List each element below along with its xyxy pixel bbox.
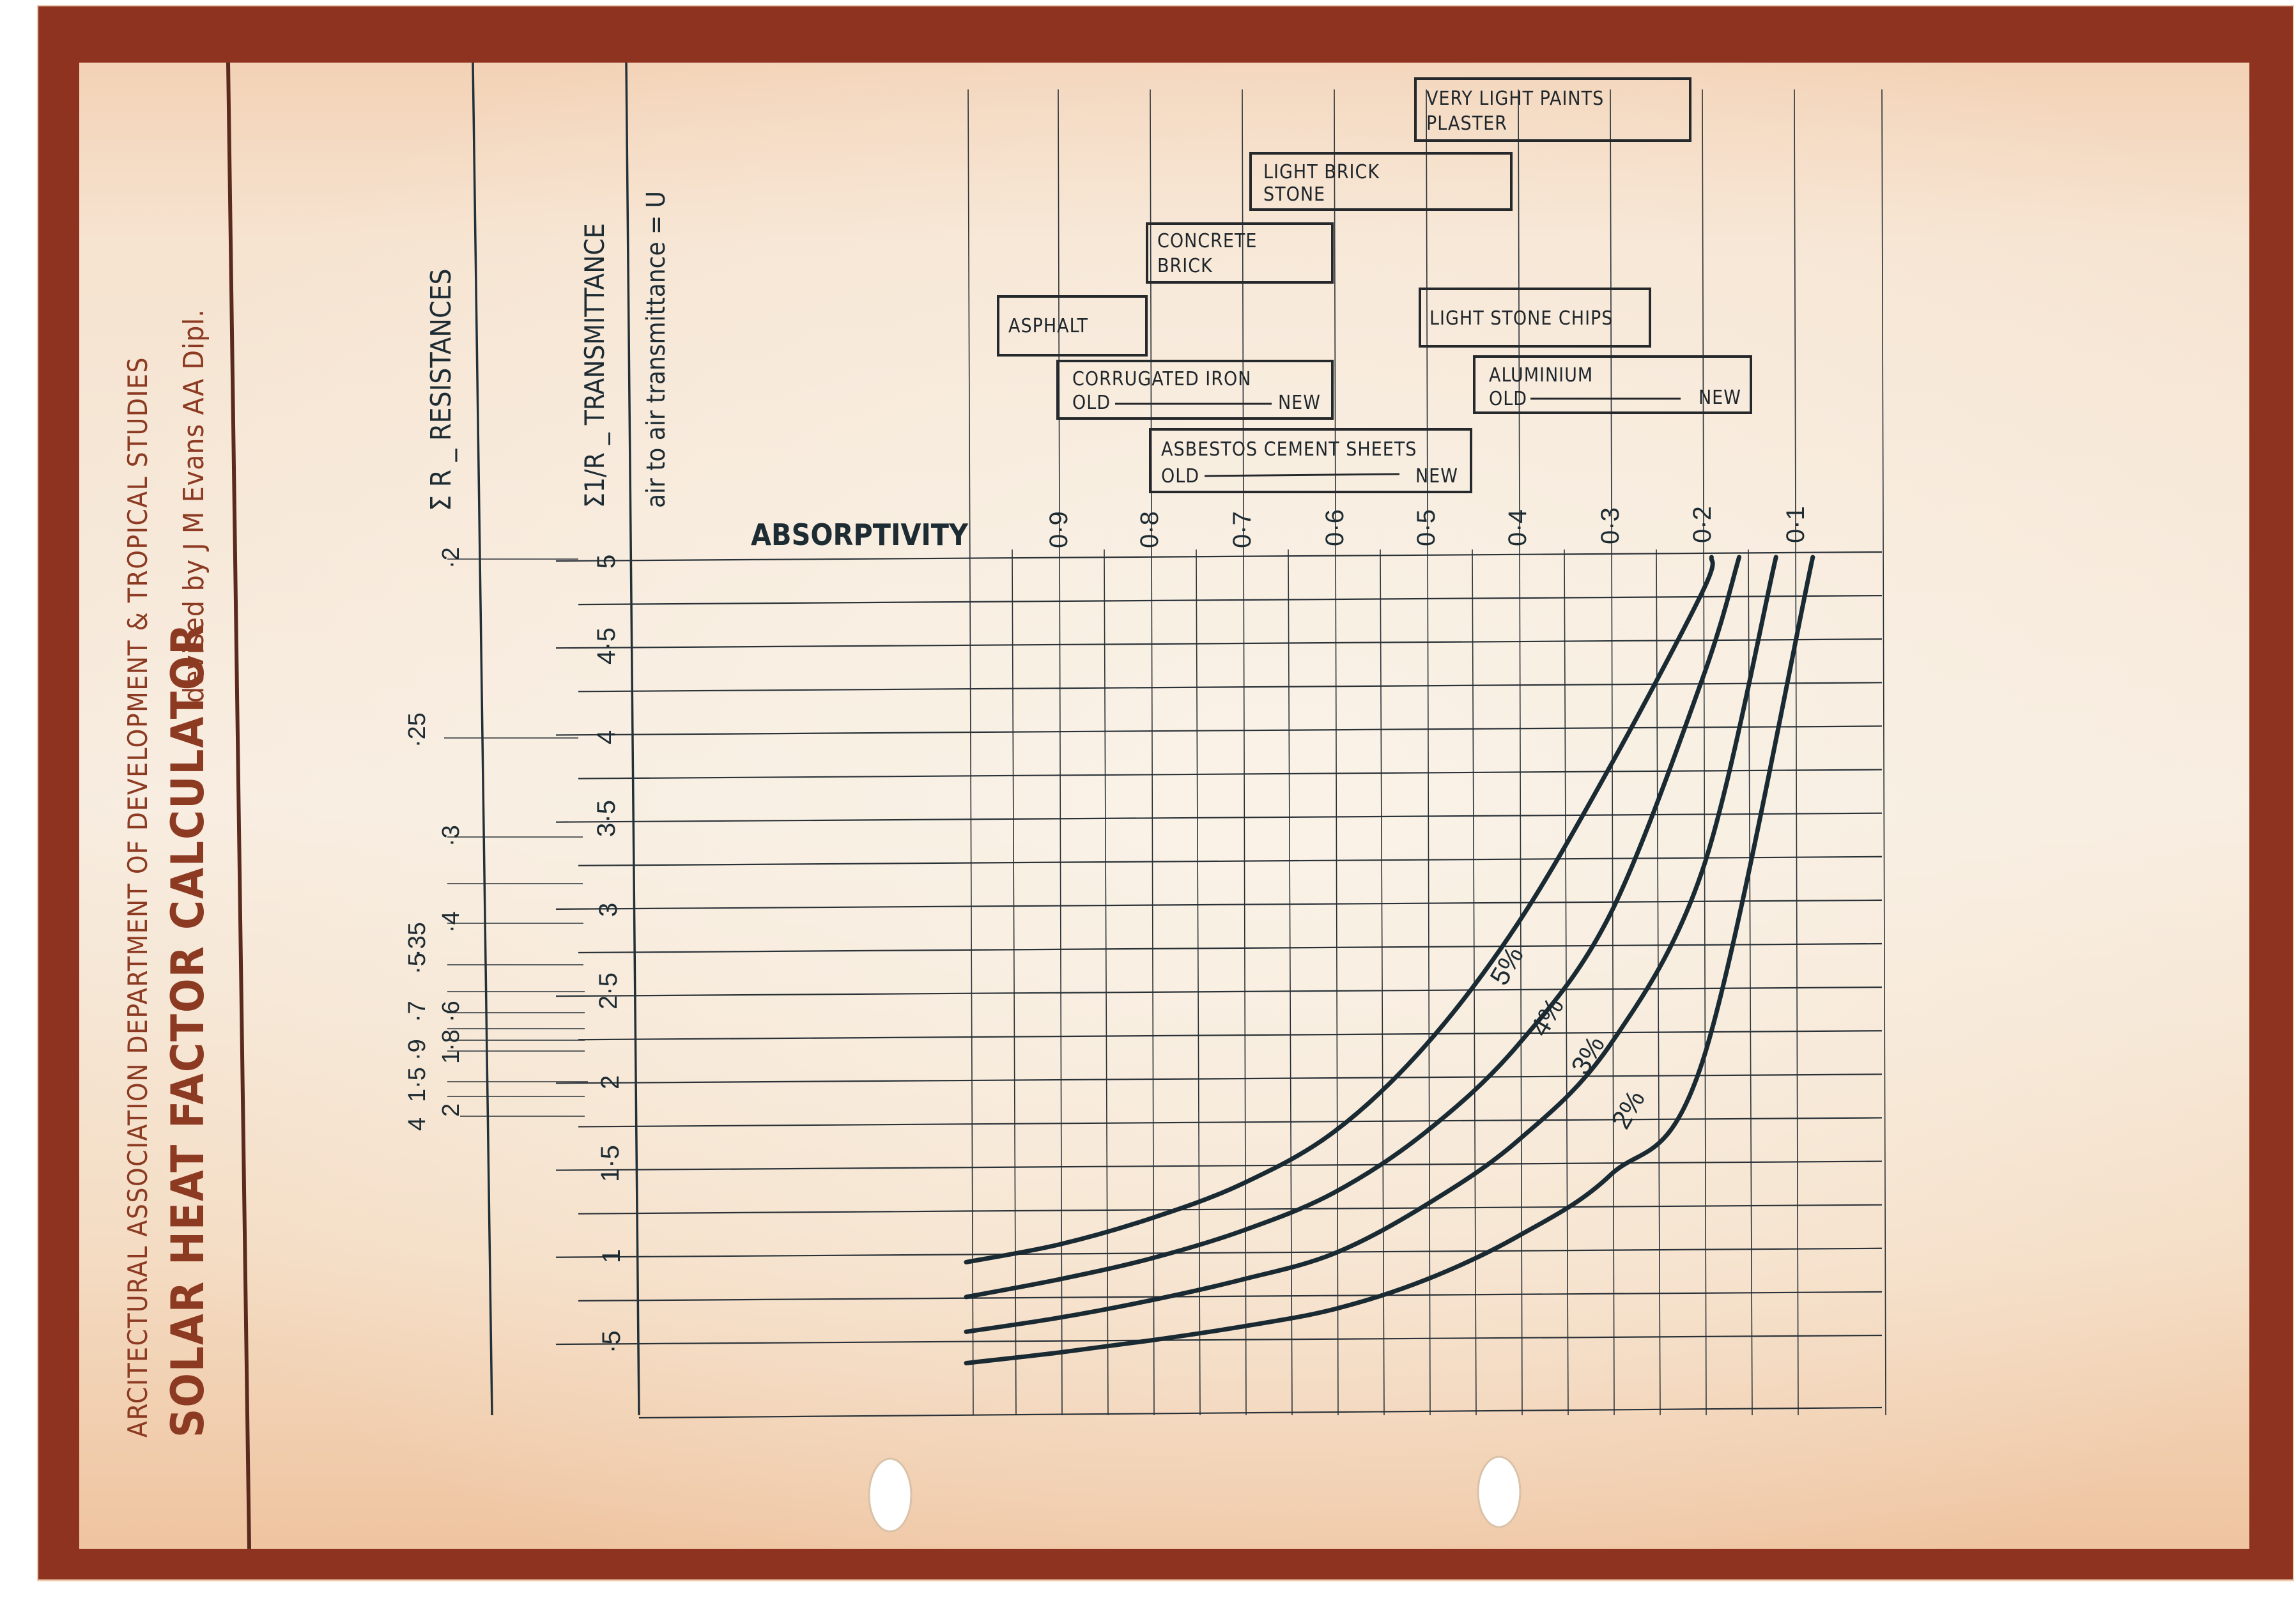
material-box-aluminium: ALUMINIUM OLD NEW <box>1473 355 1752 414</box>
r-tick-label: ·4 <box>438 911 465 933</box>
r-tick-label: 4 <box>404 1117 431 1131</box>
u-tick-label: 1·5 <box>596 1145 624 1182</box>
absorptivity-tick-label: 0·3 <box>1596 507 1624 544</box>
svg-text:STONE: STONE <box>1263 183 1325 206</box>
material-box-light-brick: LIGHT BRICK STONE <box>1249 152 1513 211</box>
material-box-asbestos-cement: ASBESTOS CEMENT SHEETS OLD NEW <box>1149 428 1472 493</box>
material-box-light-stone-chips: LIGHT STONE CHIPS <box>1419 288 1651 348</box>
u-tick-label: ·5 <box>597 1330 626 1353</box>
r-tick-label: ·2 <box>438 547 465 569</box>
transmittance-axis: Σ1/R _ TRANSMITTANCE air to air transmit… <box>579 62 671 1416</box>
u-ticks: 5 4·5 4 3·5 3 2·5 2 1·5 1 ·5 <box>592 555 626 1353</box>
absorptivity-tick-label: 0·1 <box>1782 506 1810 543</box>
absorptivity-tick-label: 0·7 <box>1228 511 1256 548</box>
svg-text:OLD: OLD <box>1072 392 1111 414</box>
r-tick-label: ·6 <box>438 1001 465 1022</box>
absorptivity-tick-label: 0·2 <box>1688 506 1716 543</box>
svg-text:LIGHT BRICK: LIGHT BRICK <box>1263 161 1380 183</box>
u-tick-label: 3 <box>594 903 622 917</box>
u-tick-label: 1 <box>597 1249 626 1263</box>
transmittance-sublabel: air to air transmittance = U <box>642 191 671 508</box>
u-tick-label: 4·5 <box>592 627 620 664</box>
absorptivity-tick-label: 0·6 <box>1321 509 1349 546</box>
card-paper <box>37 5 2294 1581</box>
title-divider <box>226 62 251 1549</box>
institution-text: ARCITECTURAL ASSOCIATION DEPARTMENT OF D… <box>122 357 153 1438</box>
absorptivity-tick-label: 0·8 <box>1136 511 1164 548</box>
curve-5pct <box>964 555 1715 1264</box>
absorptivity-tick-label: 0·4 <box>1504 509 1532 546</box>
r-tick-label: ·3 <box>438 825 465 847</box>
r-tick-label: ·7 <box>404 1001 431 1022</box>
svg-text:OLD: OLD <box>1489 388 1527 410</box>
r-tick-label: ·25 <box>404 712 431 748</box>
u-tick-label: 3·5 <box>592 800 620 837</box>
curve-2pct <box>964 555 1815 1365</box>
punch-hole-right <box>1477 1455 1522 1528</box>
u-tick-label: 2·5 <box>594 972 622 1010</box>
absorptivity-tick-label: 0·5 <box>1412 509 1440 546</box>
r-tick-label: ·5 <box>404 953 431 974</box>
r-tick-label: ·35 <box>404 922 431 957</box>
svg-text:ASPHALT: ASPHALT <box>1008 315 1088 337</box>
chart-grid <box>555 89 1886 1419</box>
r-tick-label: ·8 <box>438 1029 465 1051</box>
punch-holes <box>868 1455 1522 1533</box>
u-tick-label: 5 <box>592 555 620 569</box>
r-tick-label: 1·5 <box>404 1067 431 1102</box>
curve-4pct <box>964 555 1742 1300</box>
percentage-curves <box>964 555 1815 1365</box>
svg-text:LIGHT STONE CHIPS: LIGHT STONE CHIPS <box>1429 307 1613 330</box>
svg-text:NEW: NEW <box>1278 392 1321 414</box>
material-box-very-light-paints: VERY LIGHT PAINTS PLASTER <box>1414 77 1691 142</box>
svg-text:CORRUGATED IRON: CORRUGATED IRON <box>1072 368 1251 390</box>
svg-text:NEW: NEW <box>1699 387 1741 409</box>
svg-text:BRICK: BRICK <box>1157 255 1213 277</box>
r-tick-label: 2 <box>438 1103 465 1117</box>
svg-text:ALUMINIUM: ALUMINIUM <box>1489 364 1593 387</box>
calculator-title: SOLAR HEAT FACTOR CALCULATOR <box>162 622 214 1438</box>
transmittance-label: Σ1/R _ TRANSMITTANCE <box>579 223 610 508</box>
u-tick-label: 4 <box>592 730 620 744</box>
svg-text:NEW: NEW <box>1415 465 1458 488</box>
author-text: devised by J M Evans AA Dipl. <box>178 309 210 703</box>
u-tick-label: 2 <box>596 1075 624 1089</box>
punch-hole-left <box>868 1457 913 1533</box>
material-box-asphalt: ASPHALT <box>997 295 1148 357</box>
r-tick-label: ·9 <box>404 1039 431 1061</box>
resistances-axis: Σ R _ RESISTANCES ·2 ·25 ·3 ·35 ·4 ·5 ·6 <box>404 62 588 1416</box>
material-boxes: VERY LIGHT PAINTS PLASTER LIGHT BRICK ST… <box>997 77 1752 493</box>
svg-text:PLASTER: PLASTER <box>1426 112 1507 135</box>
svg-text:ASBESTOS CEMENT SHEETS: ASBESTOS CEMENT SHEETS <box>1161 438 1417 461</box>
absorptivity-tick-label: 0·9 <box>1045 511 1073 548</box>
absorptivity-label: ABSORPTIVITY <box>751 518 969 552</box>
material-box-corrugated-iron: CORRUGATED IRON OLD NEW <box>1056 360 1334 420</box>
r-tick-label: 1 <box>438 1050 465 1064</box>
svg-text:VERY LIGHT PAINTS: VERY LIGHT PAINTS <box>1426 88 1604 110</box>
svg-text:OLD: OLD <box>1161 465 1199 488</box>
material-box-concrete: CONCRETE BRICK <box>1146 222 1334 284</box>
header: ARCITECTURAL ASSOCIATION DEPARTMENT OF D… <box>122 309 214 1438</box>
curve-3pct <box>964 555 1778 1334</box>
svg-text:CONCRETE: CONCRETE <box>1157 230 1257 252</box>
resistances-label: Σ R _ RESISTANCES <box>425 268 458 511</box>
absorptivity-ticks: 0·9 0·8 0·7 0·6 0·5 0·4 0·3 0·2 0·1 <box>1045 506 1810 548</box>
